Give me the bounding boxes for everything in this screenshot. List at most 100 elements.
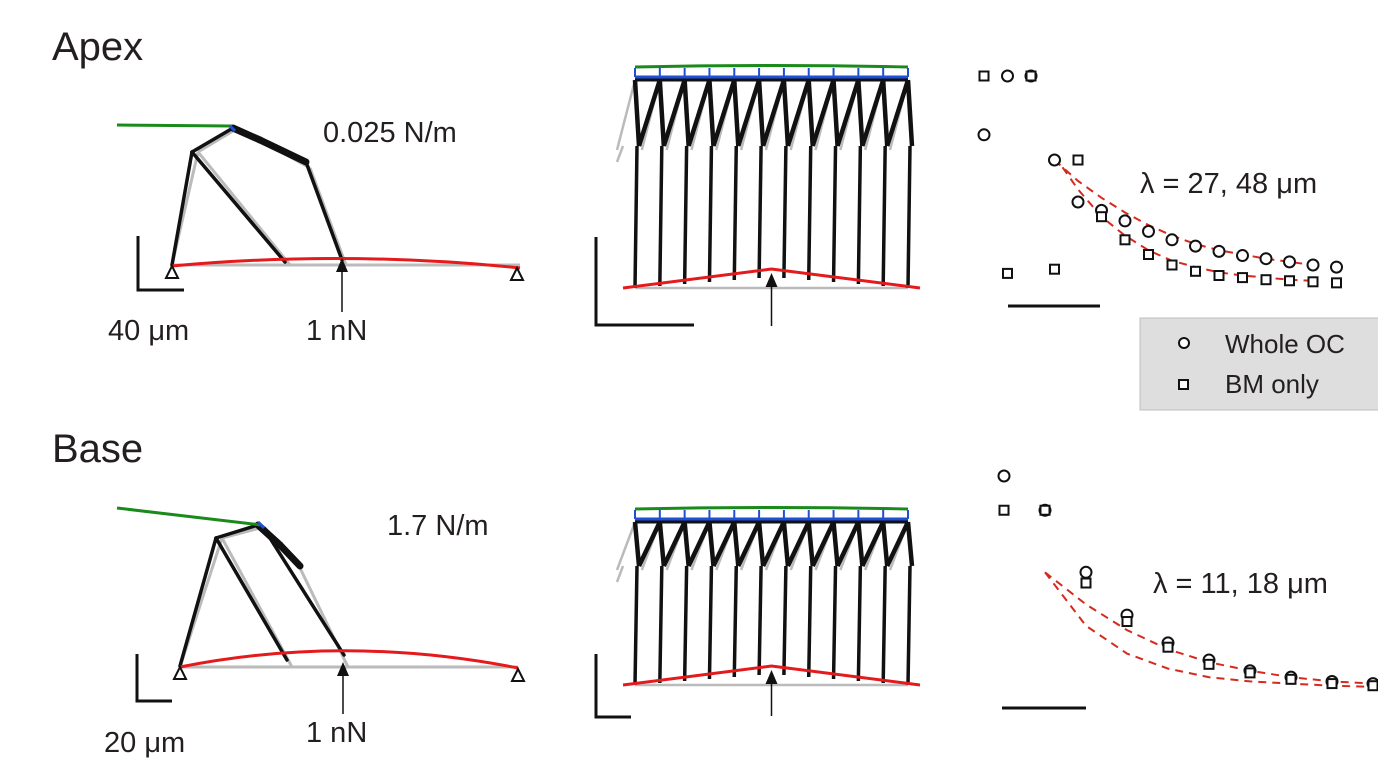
apex-lattice-oblique-link xyxy=(636,79,662,147)
base-force-arrowhead-icon xyxy=(337,662,349,676)
apex-lattice-pillar xyxy=(682,145,689,285)
legend-square-icon xyxy=(1178,379,1189,390)
apex-decay-whole-oc-point xyxy=(1330,260,1343,274)
apex-lattice-pillar xyxy=(906,145,912,289)
base-lattice-oblique-link xyxy=(761,521,786,567)
apex-decay-bm-only-point xyxy=(1002,267,1013,279)
apex-lattice-oblique-link xyxy=(810,79,836,147)
apex-force-arrowhead-icon xyxy=(336,258,348,272)
base-decay-bm-only-point xyxy=(1367,680,1378,692)
apex-decay-whole-oc-point xyxy=(1001,69,1014,83)
apex-decay-bm-only-point xyxy=(1096,211,1107,223)
base-decay-bm-only-point xyxy=(1285,673,1297,685)
apex-lattice-phalangeal-link xyxy=(756,79,766,147)
base-lattice-oblique-link xyxy=(885,521,911,567)
base-reticular-lamina xyxy=(256,520,266,530)
apex-decay-whole-oc-point xyxy=(1048,153,1061,167)
base-lattice-oblique-link xyxy=(661,521,687,567)
legend-bm-only: BM only xyxy=(1225,369,1319,399)
base-right-support-icon xyxy=(510,666,526,682)
apex-lattice-phalangeal-link xyxy=(732,79,741,147)
apex-decay-bm-only-point xyxy=(1331,277,1342,289)
legend-whole-oc: Whole OC xyxy=(1225,329,1345,359)
apex-lattice-pillar xyxy=(707,145,714,283)
apex-decay-whole-oc-point xyxy=(1236,249,1249,263)
apex-lattice-pillar xyxy=(732,145,739,281)
base-lattice-phalangeal-link xyxy=(756,521,766,567)
apex-lattice-basilar-membrane xyxy=(622,267,921,290)
apex-cross-section xyxy=(116,123,525,312)
base-lattice-oblique-link xyxy=(810,521,836,567)
base-tectorial-membrane xyxy=(116,506,262,527)
base-lattice-force-arrowhead-icon xyxy=(765,670,778,684)
apex-decay-bm-only-point xyxy=(1119,234,1131,246)
apex-lattice-oblique-link xyxy=(711,79,737,147)
apex-decay-whole-oc-point xyxy=(1118,214,1132,228)
base-lattice-oblique-link xyxy=(686,521,712,567)
apex-lattice-pillar xyxy=(831,145,838,283)
apex-deformed-shape xyxy=(170,124,344,267)
apex-tectorial-membrane xyxy=(116,123,233,128)
base-lattice-pillar xyxy=(782,565,788,676)
apex-decay-whole-oc-point xyxy=(1283,255,1296,269)
base-decay-fit-bm-only xyxy=(1044,571,1374,688)
base-left-support-icon xyxy=(172,664,188,680)
apex-lattice-phalangeal-link xyxy=(880,79,890,147)
apex-decay-bm-only-point xyxy=(978,70,990,82)
base-lattice-pillar xyxy=(906,565,912,686)
base-lattice-oblique-link xyxy=(785,521,811,567)
apex-decay-bm-only-point xyxy=(1025,70,1037,82)
base-title: Base xyxy=(52,427,143,471)
apex-lattice-phalangeal-link xyxy=(657,79,667,147)
apex-decay-plot xyxy=(977,69,1343,289)
base-decay-bm-only-point xyxy=(998,504,1010,516)
base-lattice-oblique-link xyxy=(860,521,886,567)
base-lattice-undeformed-link xyxy=(615,521,637,571)
apex-lattice-phalangeal-link xyxy=(806,79,815,147)
base-lattice-pillar xyxy=(732,565,739,678)
base-lattice-pillar xyxy=(633,565,639,686)
apex-lattice-pillar xyxy=(757,145,763,279)
apex-decay-whole-oc-point xyxy=(1212,244,1226,258)
apex-right-support-icon xyxy=(509,265,525,281)
apex-lattice-oblique-link xyxy=(736,79,762,147)
base-lattice-pillar xyxy=(658,565,664,684)
base-lattice-phalangeal-link xyxy=(781,521,791,567)
base-decay-whole-oc-point xyxy=(997,469,1011,483)
apex-decay-whole-oc-point xyxy=(1306,258,1320,272)
base-basilar-membrane xyxy=(179,649,519,670)
base-lattice-pillar xyxy=(757,565,763,676)
apex-lattice-oblique-link xyxy=(885,79,911,147)
apex-lattice-pillar xyxy=(782,145,788,279)
base-lattice-oblique-link xyxy=(835,521,861,567)
apex-decay-bm-only-point xyxy=(1166,259,1178,271)
base-lattice-tectorial-membrane xyxy=(634,506,909,511)
base-decay-bm-only-point xyxy=(1121,616,1133,628)
base-lattice-pillar xyxy=(856,565,863,682)
base-deformed-shape xyxy=(178,521,346,668)
base-lattice-phalangeal-link xyxy=(707,521,716,567)
apex-scale-label: 40 μm xyxy=(108,315,189,347)
apex-lattice-phalangeal-link xyxy=(682,79,691,147)
legend: Whole OC BM only xyxy=(1139,317,1378,411)
base-lattice-phalangeal-link xyxy=(806,521,815,567)
apex-reticular-lamina xyxy=(228,124,237,133)
legend-circle-icon xyxy=(1178,337,1190,349)
apex-lattice-oblique-link xyxy=(835,79,861,147)
base-stiffness-label: 1.7 N/m xyxy=(387,510,489,542)
base-decay-bm-only-point xyxy=(1162,641,1174,653)
base-lattice-pillar xyxy=(707,565,714,680)
apex-lattice-undeformed-link xyxy=(615,79,637,151)
apex-lattice-pillar xyxy=(806,145,813,281)
base-lambda-label: λ = 11, 18 μm xyxy=(1153,568,1328,600)
apex-decay-whole-oc-point xyxy=(1165,233,1179,247)
apex-decay-whole-oc-point xyxy=(1071,195,1085,209)
base-lattice-pillar xyxy=(831,565,838,680)
apex-lattice-pillar xyxy=(658,145,664,287)
apex-lattice-phalangeal-link xyxy=(707,79,716,147)
apex-decay-whole-oc-point xyxy=(1142,224,1155,238)
apex-longitudinal-lattice xyxy=(615,64,921,326)
apex-basilar-membrane xyxy=(171,256,521,270)
apex-lattice-tectorial-membrane xyxy=(634,64,909,69)
